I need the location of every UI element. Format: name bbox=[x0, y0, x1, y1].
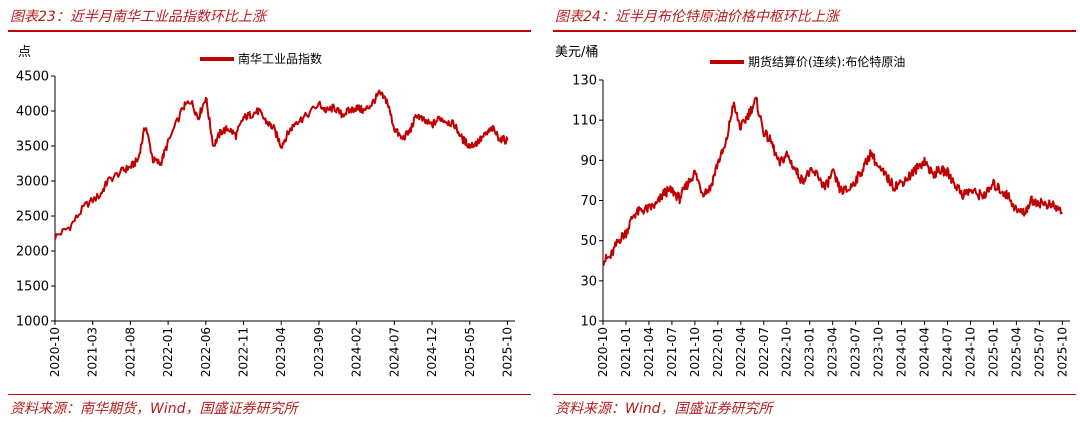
figure-title: 图表24：近半月布伦特原油价格中枢环比上涨 bbox=[555, 9, 839, 25]
x-tick-label: 2023-01 bbox=[803, 327, 817, 377]
x-tick-label: 2022-06 bbox=[199, 327, 213, 377]
x-tick-label: 2021-07 bbox=[665, 327, 679, 377]
y-tick-label: 70 bbox=[580, 194, 597, 209]
y-tick-label: 10 bbox=[580, 315, 597, 330]
x-tick-label: 2021-01 bbox=[619, 327, 633, 377]
y-tick-label: 2000 bbox=[16, 245, 49, 260]
x-tick-label: 2021-10 bbox=[688, 327, 702, 377]
x-tick-label: 2021-08 bbox=[123, 327, 137, 377]
title-rule bbox=[553, 30, 1076, 32]
x-tick-label: 2025-07 bbox=[1032, 327, 1046, 377]
x-tick-label: 2022-01 bbox=[161, 327, 175, 377]
y-tick-label: 4500 bbox=[16, 70, 49, 85]
x-tick-label: 2020-10 bbox=[48, 327, 62, 377]
x-tick-label: 2025-04 bbox=[1009, 327, 1023, 377]
x-tick-label: 2022-07 bbox=[757, 327, 771, 377]
legend-label: 南华工业品指数 bbox=[238, 51, 322, 66]
y-tick-label: 90 bbox=[580, 154, 597, 169]
x-tick-label: 2024-07 bbox=[941, 327, 955, 377]
chart-panel-right: 图表24：近半月布伦特原油价格中枢环比上涨 美元/桶 10 30 50 70 90 110 1… bbox=[545, 0, 1080, 428]
x-tick-label: 2024-02 bbox=[350, 327, 364, 377]
y-tick-label: 30 bbox=[580, 274, 597, 289]
x-tick-label: 2024-10 bbox=[963, 327, 977, 377]
title-rule bbox=[8, 30, 531, 32]
x-tick-label: 2024-01 bbox=[895, 327, 909, 377]
y-tick-label: 110 bbox=[572, 114, 597, 129]
y-axis-unit-label: 点 bbox=[18, 45, 31, 60]
figure-source: 资料来源：Wind，国盛证券研究所 bbox=[555, 401, 773, 417]
x-tick-label: 2024-12 bbox=[425, 327, 439, 377]
y-tick-label: 4000 bbox=[16, 105, 49, 120]
y-tick-label: 2500 bbox=[16, 210, 49, 225]
x-tick-label: 2022-04 bbox=[734, 327, 748, 377]
x-tick-label: 2023-09 bbox=[312, 327, 326, 377]
y-tick-label: 50 bbox=[580, 234, 597, 249]
x-tick-label: 2022-10 bbox=[780, 327, 794, 377]
x-tick-label: 2022-01 bbox=[711, 327, 725, 377]
line-chart: 点 1000 1500 2000 2500 3000 3500 4000 4500 2020-10… bbox=[16, 45, 515, 377]
x-tick-label: 2025-10 bbox=[1055, 327, 1069, 377]
x-tick-label: 2025-01 bbox=[986, 327, 1000, 377]
figure-title: 图表23：近半月南华工业品指数环比上涨 bbox=[10, 9, 266, 25]
x-tick-label: 2021-04 bbox=[642, 327, 656, 377]
x-tick-label: 2023-10 bbox=[872, 327, 886, 377]
series-line bbox=[602, 96, 1063, 267]
x-tick-label: 2023-04 bbox=[826, 327, 840, 377]
x-tick-label: 2023-04 bbox=[274, 327, 288, 377]
x-tick-label: 2025-05 bbox=[463, 327, 477, 377]
x-tick-label: 2023-07 bbox=[849, 327, 863, 377]
x-tick-label: 2025-10 bbox=[500, 327, 514, 377]
source-rule bbox=[8, 394, 531, 395]
y-tick-label: 1500 bbox=[16, 280, 49, 295]
x-tick-label: 2024-07 bbox=[387, 327, 401, 377]
figure-source: 资料来源：南华期货，Wind，国盛证券研究所 bbox=[10, 401, 298, 417]
y-tick-label: 1000 bbox=[16, 315, 49, 330]
y-tick-label: 3000 bbox=[16, 175, 49, 190]
y-tick-label: 130 bbox=[572, 74, 597, 89]
x-tick-label: 2020-10 bbox=[596, 327, 610, 377]
y-axis-unit-label: 美元/桶 bbox=[555, 45, 598, 60]
line-chart: 美元/桶 10 30 50 70 90 110 130 2020-10 2021-01 2021-0… bbox=[555, 45, 1070, 377]
x-tick-label: 2024-04 bbox=[918, 327, 932, 377]
x-tick-label: 2021-03 bbox=[86, 327, 100, 377]
x-tick-label: 2022-11 bbox=[237, 327, 251, 377]
series-line bbox=[54, 89, 509, 240]
y-tick-label: 3500 bbox=[16, 140, 49, 155]
source-rule bbox=[553, 394, 1076, 395]
chart-panel-left: 图表23：近半月南华工业品指数环比上涨 点 1000 1500 2000 2500 300… bbox=[0, 0, 535, 428]
legend-label: 期货结算价(连续):布伦特原油 bbox=[748, 54, 905, 69]
